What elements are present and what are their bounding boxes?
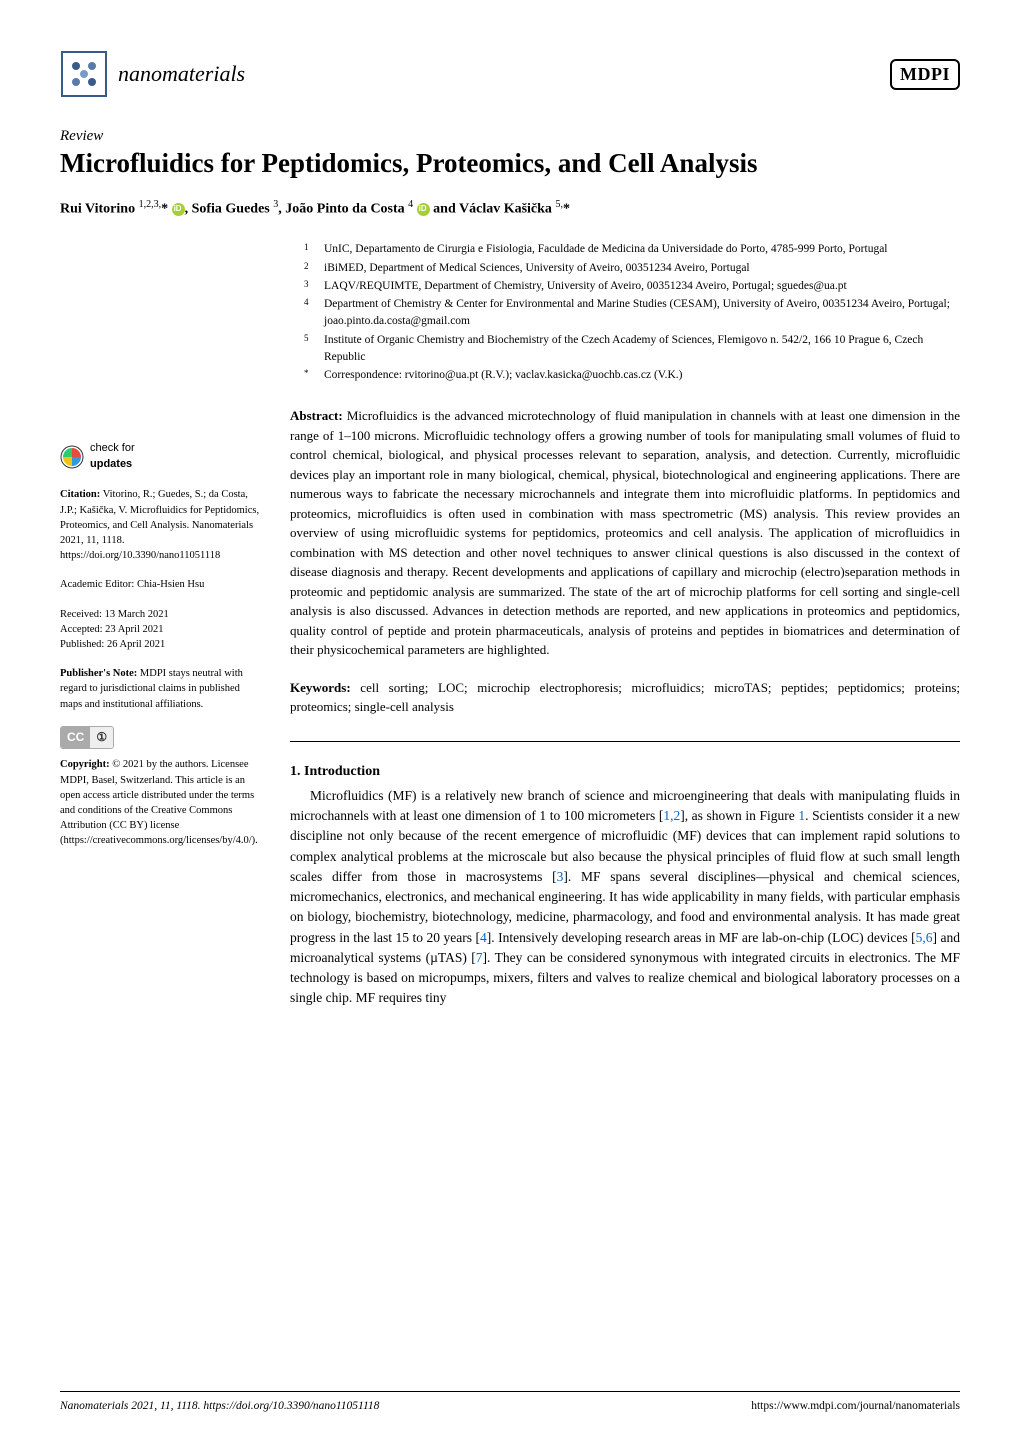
affiliation-text: Department of Chemistry & Center for Env…: [324, 296, 960, 331]
section-heading: 1. Introduction: [290, 764, 960, 780]
reference-link[interactable]: 3: [557, 869, 564, 884]
affiliation-number: 1: [304, 241, 314, 258]
affiliation-text: Institute of Organic Chemistry and Bioch…: [324, 332, 960, 367]
affiliation-number: 2: [304, 260, 314, 277]
abstract-text: Microfluidics is the advanced microtechn…: [290, 408, 960, 657]
keywords-block: Keywords: cell sorting; LOC; microchip e…: [290, 678, 960, 717]
copyright-label: Copyright:: [60, 759, 110, 770]
affiliation-text: Correspondence: rvitorino@ua.pt (R.V.); …: [324, 367, 683, 384]
check-updates-icon: [60, 445, 84, 469]
publisher-note-block: Publisher's Note: MDPI stays neutral wit…: [60, 666, 260, 712]
abstract-label: Abstract:: [290, 408, 343, 423]
affiliation-text: LAQV/REQUIMTE, Department of Chemistry, …: [324, 278, 847, 295]
editor-line: Academic Editor: Chia-Hsien Hsu: [60, 577, 260, 592]
content-columns: check forupdates Citation: Vitorino, R.;…: [60, 241, 960, 1008]
pubnote-label: Publisher's Note:: [60, 668, 137, 679]
sidebar: check forupdates Citation: Vitorino, R.;…: [60, 241, 260, 1008]
citation-label: Citation:: [60, 489, 100, 500]
reference-link[interactable]: 4: [480, 930, 487, 945]
main-column: 1 UnIC, Departamento de Cirurgia e Fisiol…: [290, 241, 960, 1008]
journal-logo-icon: [60, 50, 108, 98]
orcid-icon[interactable]: [172, 203, 185, 216]
received-date: Received: 13 March 2021: [60, 607, 260, 622]
by-icon: ①: [90, 727, 113, 748]
affiliation-number: 3: [304, 278, 314, 295]
intro-paragraph: Microfluidics (MF) is a relatively new b…: [290, 786, 960, 1009]
page-footer: Nanomaterials 2021, 11, 1118. https://do…: [60, 1391, 960, 1412]
affiliation-row: 1 UnIC, Departamento de Cirurgia e Fisiol…: [304, 241, 960, 258]
footer-citation: Nanomaterials 2021, 11, 1118. https://do…: [60, 1400, 379, 1412]
affiliation-number: 5: [304, 332, 314, 367]
affiliations-list: 1 UnIC, Departamento de Cirurgia e Fisiol…: [290, 241, 960, 384]
abstract-block: Abstract: Microfluidics is the advanced …: [290, 406, 960, 660]
check-updates-button[interactable]: check forupdates: [60, 441, 260, 473]
affiliation-text: UnIC, Departamento de Cirurgia e Fisiolo…: [324, 241, 888, 258]
affiliation-number: 4: [304, 296, 314, 331]
dates-block: Received: 13 March 2021 Accepted: 23 Apr…: [60, 607, 260, 653]
journal-brand: nanomaterials: [60, 50, 245, 98]
affiliation-row: 2 iBiMED, Department of Medical Sciences,…: [304, 260, 960, 277]
affiliation-row: * Correspondence: rvitorino@ua.pt (R.V.);…: [304, 367, 960, 384]
cc-icon: CC: [61, 727, 90, 748]
divider: [290, 741, 960, 742]
affiliation-row: 5 Institute of Organic Chemistry and Bioc…: [304, 332, 960, 367]
citation-block: Citation: Vitorino, R.; Guedes, S.; da C…: [60, 487, 260, 563]
page-header: nanomaterials MDPI: [60, 50, 960, 98]
accepted-date: Accepted: 23 April 2021: [60, 622, 260, 637]
affiliation-number: *: [304, 367, 314, 384]
publisher-logo: MDPI: [890, 59, 960, 90]
published-date: Published: 26 April 2021: [60, 637, 260, 652]
journal-name: nanomaterials: [118, 61, 245, 87]
copyright-text: © 2021 by the authors. Licensee MDPI, Ba…: [60, 759, 258, 846]
orcid-icon[interactable]: [417, 203, 430, 216]
affiliation-row: 4 Department of Chemistry & Center for En…: [304, 296, 960, 331]
affiliation-text: iBiMED, Department of Medical Sciences, …: [324, 260, 750, 277]
check-updates-label: check forupdates: [90, 441, 135, 473]
reference-link[interactable]: 1,2: [663, 808, 680, 823]
reference-link[interactable]: 5,6: [916, 930, 933, 945]
reference-link[interactable]: 7: [476, 950, 483, 965]
keywords-label: Keywords:: [290, 680, 351, 695]
keywords-text: cell sorting; LOC; microchip electrophor…: [290, 680, 960, 715]
article-title: Microfluidics for Peptidomics, Proteomic…: [60, 147, 960, 181]
cc-by-badge[interactable]: CC ①: [60, 726, 114, 749]
footer-journal-url[interactable]: https://www.mdpi.com/journal/nanomateria…: [751, 1400, 960, 1412]
author-list: Rui Vitorino 1,2,3,* , Sofia Guedes 3, J…: [60, 199, 960, 218]
reference-link[interactable]: 1: [798, 808, 805, 823]
article-type: Review: [60, 128, 960, 145]
affiliation-row: 3 LAQV/REQUIMTE, Department of Chemistry,…: [304, 278, 960, 295]
copyright-block: Copyright: © 2021 by the authors. Licens…: [60, 757, 260, 848]
